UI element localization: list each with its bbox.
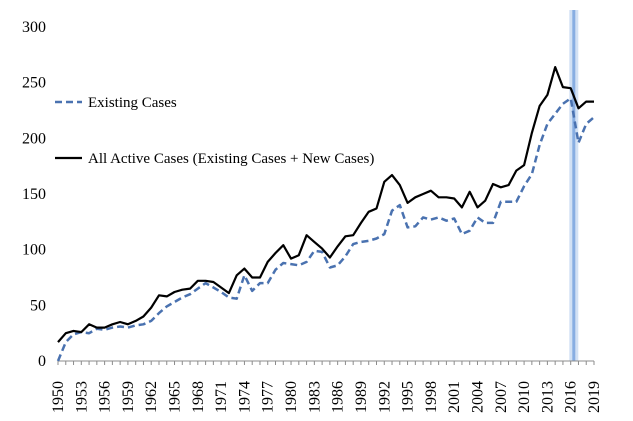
legend-label-existing-cases: Existing Cases <box>88 95 177 111</box>
x-tick-label: 2004 <box>469 381 486 413</box>
x-tick-label: 1989 <box>353 381 370 413</box>
x-axis: 1950 1953 1956 1959 1962 1965 1968 1971 1974 1977… <box>50 360 603 413</box>
y-tick-label: 0 <box>38 353 46 370</box>
highlight-band-core <box>572 10 576 361</box>
x-tick-label: 2001 <box>446 381 463 413</box>
series-line-all-active-cases <box>57 65 594 343</box>
x-tick-label: 1977 <box>260 381 277 413</box>
y-tick-label: 100 <box>22 242 46 259</box>
x-tick-label: 2007 <box>493 381 510 413</box>
x-tick-label: 1956 <box>97 381 114 413</box>
x-tick-label: 1995 <box>400 381 417 413</box>
y-tick-label: 300 <box>22 19 46 36</box>
x-tick-label: 1968 <box>190 381 207 413</box>
legend: Existing Cases All Active Cases (Existin… <box>55 95 374 167</box>
y-axis: 0 50 100 150 200 250 300 <box>22 19 46 370</box>
x-tick-label: 2010 <box>516 381 533 413</box>
x-tick-label: 1983 <box>306 381 323 413</box>
y-tick-label: 150 <box>22 186 46 203</box>
x-tick-label: 1986 <box>330 381 347 413</box>
x-tick-label: 1998 <box>423 381 440 413</box>
x-tick-label: 1974 <box>236 381 253 413</box>
x-tick-label: 1992 <box>376 381 393 413</box>
y-tick-label: 50 <box>30 297 46 314</box>
series-lines <box>56 65 595 362</box>
x-tick-label: 1965 <box>167 381 184 413</box>
highlight-band <box>569 10 579 361</box>
x-tick-label: 1953 <box>73 381 90 413</box>
x-tick-label: 1959 <box>120 381 137 413</box>
x-tick-label: 2016 <box>563 381 580 413</box>
series-line-existing-cases <box>56 97 595 362</box>
x-tick-label: 1950 <box>50 381 67 413</box>
x-tick-label: 1962 <box>143 381 160 413</box>
x-tick-label: 1980 <box>283 381 300 413</box>
x-tick-label: 2019 <box>586 381 603 413</box>
y-tick-label: 250 <box>22 75 46 92</box>
x-tick-label: 2013 <box>539 381 556 413</box>
x-tick-label: 1971 <box>213 381 230 413</box>
y-tick-label: 200 <box>22 130 46 147</box>
legend-label-all-active-cases: All Active Cases (Existing Cases + New C… <box>88 151 374 167</box>
